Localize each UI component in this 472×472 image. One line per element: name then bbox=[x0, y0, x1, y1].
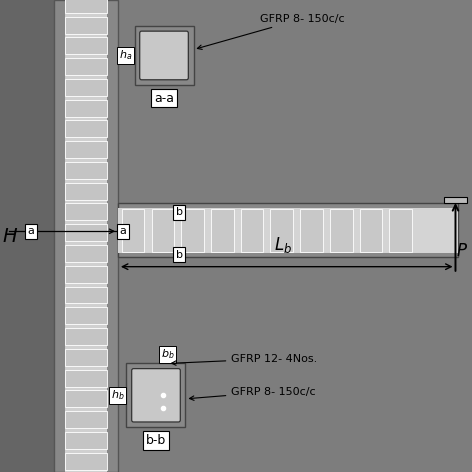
Text: GFRP 12- 4Nos.: GFRP 12- 4Nos. bbox=[172, 354, 318, 365]
Bar bbox=[65, 432, 107, 449]
Text: a-a: a-a bbox=[154, 92, 174, 105]
Bar bbox=[65, 287, 107, 303]
Bar bbox=[65, 79, 107, 96]
Text: b: b bbox=[176, 207, 183, 218]
Bar bbox=[65, 307, 107, 324]
Bar bbox=[65, 141, 107, 158]
Text: GFRP 8- 150c/c: GFRP 8- 150c/c bbox=[189, 387, 316, 400]
Bar bbox=[122, 209, 144, 252]
Bar bbox=[65, 120, 107, 137]
Bar bbox=[65, 245, 107, 262]
Bar bbox=[65, 390, 107, 407]
Bar bbox=[65, 328, 107, 345]
Bar bbox=[65, 58, 107, 75]
Text: GFRP 8- 150c/c: GFRP 8- 150c/c bbox=[197, 14, 344, 50]
Bar bbox=[54, 0, 118, 472]
Bar bbox=[65, 0, 107, 13]
Bar bbox=[330, 209, 353, 252]
Text: $b_b$: $b_b$ bbox=[161, 347, 175, 361]
Bar bbox=[389, 209, 412, 252]
Bar bbox=[360, 209, 382, 252]
Bar bbox=[444, 197, 467, 203]
Bar bbox=[211, 209, 234, 252]
Text: a: a bbox=[119, 226, 126, 236]
Bar bbox=[270, 209, 293, 252]
Bar bbox=[65, 370, 107, 387]
Bar bbox=[152, 209, 174, 252]
Bar bbox=[65, 411, 107, 428]
Bar bbox=[126, 363, 185, 427]
Bar bbox=[135, 26, 194, 85]
Bar bbox=[0, 0, 54, 472]
FancyBboxPatch shape bbox=[132, 369, 180, 422]
Text: b-b: b-b bbox=[146, 434, 166, 447]
Bar bbox=[65, 37, 107, 54]
Bar bbox=[65, 183, 107, 200]
Bar bbox=[65, 17, 107, 34]
Text: $P$: $P$ bbox=[455, 242, 468, 260]
Bar bbox=[65, 100, 107, 117]
Bar bbox=[65, 453, 107, 470]
Bar bbox=[118, 203, 458, 257]
Text: a: a bbox=[27, 226, 34, 236]
Bar bbox=[65, 203, 107, 220]
Bar bbox=[65, 162, 107, 179]
Text: $H$: $H$ bbox=[2, 227, 18, 245]
Bar bbox=[65, 349, 107, 366]
Bar bbox=[65, 266, 107, 283]
FancyBboxPatch shape bbox=[140, 31, 188, 80]
Text: $h_b$: $h_b$ bbox=[110, 388, 124, 402]
Bar bbox=[65, 0, 107, 472]
Bar bbox=[241, 209, 263, 252]
Bar bbox=[65, 224, 107, 241]
Bar bbox=[181, 209, 204, 252]
Bar bbox=[118, 208, 458, 253]
Text: b: b bbox=[176, 250, 183, 260]
Text: $L_b$: $L_b$ bbox=[274, 235, 292, 255]
Bar bbox=[300, 209, 323, 252]
Text: $h_a$: $h_a$ bbox=[119, 49, 132, 62]
